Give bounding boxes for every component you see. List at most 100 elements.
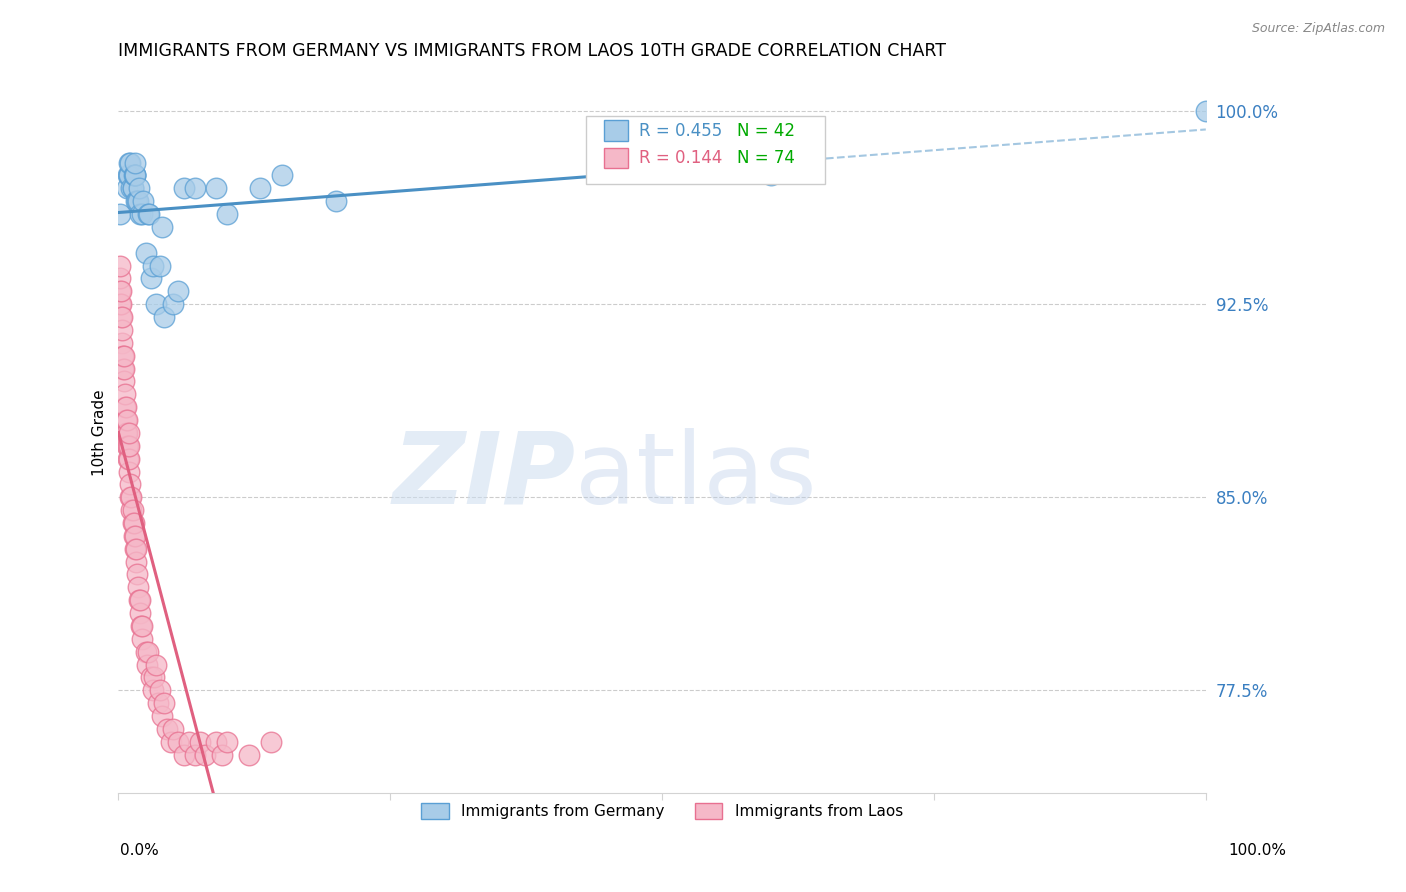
Point (129, 593, 152, 607)
Point (238, 747, 260, 762)
Point (120, 490, 142, 504)
Point (249, 181, 271, 195)
Point (127, 194, 149, 209)
Point (183, 181, 205, 195)
Point (129, 207, 152, 221)
Point (114, 387, 136, 401)
Point (143, 671, 166, 685)
Point (115, 413, 138, 427)
Point (110, 285, 132, 299)
Point (217, 735, 239, 749)
Point (122, 529, 145, 543)
Point (135, 245, 157, 260)
Text: R = 0.144: R = 0.144 (640, 149, 723, 167)
Point (115, 181, 138, 195)
Point (118, 155, 141, 169)
Point (128, 181, 150, 195)
Point (135, 657, 157, 672)
Point (132, 194, 155, 209)
Text: 0.0%: 0.0% (120, 843, 159, 857)
Point (139, 671, 162, 685)
Point (122, 516, 145, 530)
Point (142, 259, 165, 273)
Point (112, 349, 135, 363)
Point (205, 735, 228, 749)
Text: ZIP: ZIP (392, 427, 575, 524)
Point (129, 619, 152, 633)
Bar (605, 120, 628, 141)
Point (125, 541, 148, 556)
Point (111, 349, 134, 363)
Bar (605, 148, 628, 169)
Point (162, 722, 184, 736)
Point (121, 181, 143, 195)
Point (124, 529, 146, 543)
Point (121, 490, 143, 504)
Text: N = 42: N = 42 (737, 121, 796, 140)
Point (108, 259, 131, 273)
Point (156, 722, 179, 736)
Text: atlas: atlas (575, 427, 817, 524)
Point (124, 541, 146, 556)
Point (145, 297, 167, 311)
Point (121, 181, 143, 195)
Point (1195, 103, 1218, 118)
Point (125, 567, 148, 582)
Point (759, 169, 782, 183)
Point (112, 375, 135, 389)
Point (127, 580, 149, 594)
Point (118, 465, 141, 479)
Point (125, 555, 148, 569)
Point (118, 169, 141, 183)
Point (173, 181, 195, 195)
Point (153, 696, 176, 710)
Point (129, 606, 152, 620)
Point (149, 683, 172, 698)
Point (108, 297, 131, 311)
Point (115, 425, 138, 440)
Point (167, 735, 190, 749)
Point (205, 181, 228, 195)
Point (150, 709, 173, 723)
Point (112, 361, 135, 376)
Point (162, 297, 184, 311)
Text: Source: ZipAtlas.com: Source: ZipAtlas.com (1251, 22, 1385, 36)
Legend: Immigrants from Germany, Immigrants from Laos: Immigrants from Germany, Immigrants from… (415, 797, 910, 825)
Point (120, 477, 142, 491)
Text: N = 74: N = 74 (737, 149, 794, 167)
Text: IMMIGRANTS FROM GERMANY VS IMMIGRANTS FROM LAOS 10TH GRADE CORRELATION CHART: IMMIGRANTS FROM GERMANY VS IMMIGRANTS FR… (118, 42, 946, 60)
Point (117, 169, 139, 183)
Point (270, 169, 292, 183)
Point (136, 207, 159, 221)
Point (131, 619, 153, 633)
FancyBboxPatch shape (586, 116, 825, 184)
Point (149, 259, 172, 273)
Point (108, 271, 131, 285)
Point (139, 271, 162, 285)
Point (150, 219, 173, 234)
Point (145, 657, 167, 672)
Point (111, 310, 134, 324)
Point (217, 207, 239, 221)
Point (128, 593, 150, 607)
Point (118, 425, 141, 440)
Point (167, 285, 190, 299)
Point (124, 169, 146, 183)
Point (111, 323, 134, 337)
Point (211, 747, 233, 762)
Point (188, 735, 211, 749)
Point (111, 335, 134, 350)
Point (117, 439, 139, 453)
Point (111, 361, 134, 376)
Point (260, 735, 283, 749)
Point (124, 169, 146, 183)
Point (125, 194, 148, 209)
Point (121, 503, 143, 517)
Point (153, 310, 176, 324)
Point (115, 439, 138, 453)
Y-axis label: 10th Grade: 10th Grade (93, 390, 107, 476)
Point (118, 451, 141, 466)
Point (115, 425, 138, 440)
Point (138, 207, 160, 221)
Text: 100.0%: 100.0% (1229, 843, 1286, 857)
